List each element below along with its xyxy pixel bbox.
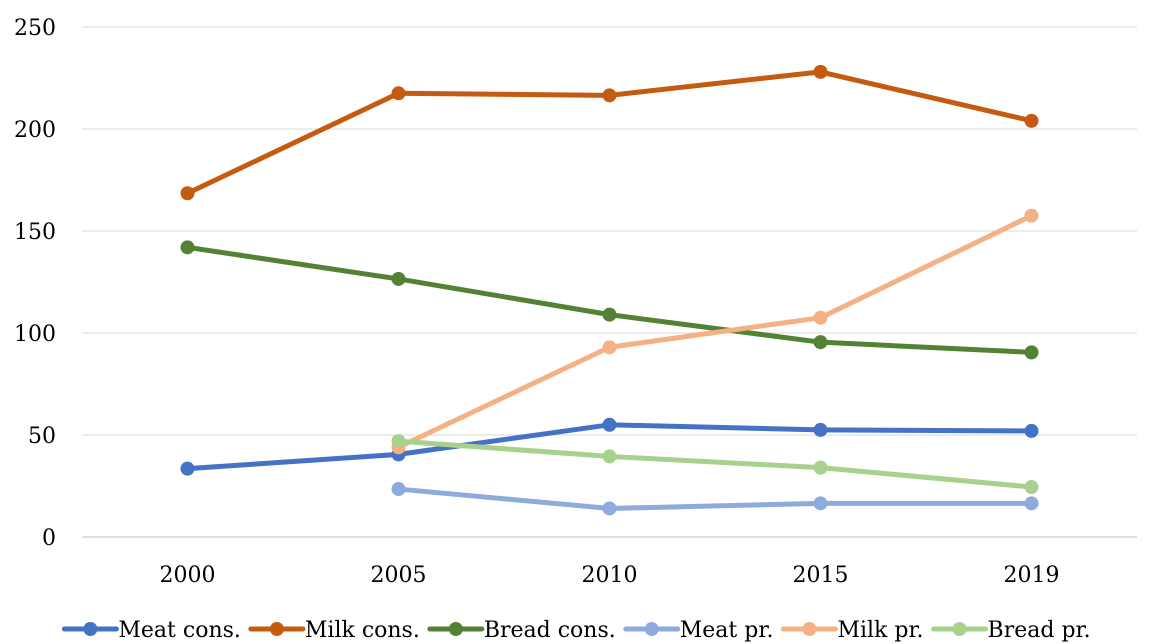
data-point-meat-cons: [1024, 423, 1039, 438]
y-tick-label: 50: [28, 424, 56, 449]
legend-item-bread-pr: Bread pr.: [931, 618, 1091, 643]
data-point-milk-pr: [602, 340, 617, 355]
series-meat-pr: [391, 482, 1039, 516]
data-point-milk-pr: [1024, 208, 1039, 223]
y-tick-label: 100: [14, 322, 56, 347]
data-point-milk-cons: [180, 186, 195, 201]
series-line-meat-pr: [396, 486, 1034, 511]
y-axis-ticks: 0 50 100 150 200 250: [14, 16, 56, 551]
data-point-bread-pr: [813, 460, 828, 475]
data-point-bread-cons: [391, 271, 406, 286]
legend-swatch-marker: [802, 622, 817, 636]
series-line-bread-cons: [185, 244, 1034, 355]
y-tick-label: 150: [14, 220, 56, 245]
x-tick-label: 2000: [160, 563, 216, 588]
data-point-meat-pr: [813, 496, 828, 511]
data-point-milk-cons: [813, 64, 828, 79]
data-point-bread-cons: [1024, 345, 1039, 360]
x-axis-ticks: 2000 2005 2010 2015 2019: [160, 563, 1060, 588]
legend-label: Meat cons.: [118, 618, 241, 643]
legend-swatch-marker: [952, 622, 967, 636]
y-tick-label: 250: [14, 16, 56, 41]
legend: Meat cons. Milk cons. Bread cons. Meat pr. M…: [61, 618, 1091, 643]
series-line-bread-pr: [396, 438, 1034, 490]
series-milk-cons: [180, 64, 1039, 201]
x-tick-label: 2015: [793, 563, 849, 588]
x-tick-label: 2010: [582, 563, 638, 588]
legend-swatch-marker: [448, 622, 463, 636]
series-bread-pr: [391, 434, 1039, 495]
data-point-meat-pr: [602, 501, 617, 516]
data-point-bread-cons: [180, 240, 195, 255]
data-point-milk-cons: [602, 88, 617, 103]
data-point-milk-cons: [1024, 113, 1039, 128]
data-point-milk-pr: [813, 310, 828, 325]
data-point-meat-pr: [1024, 496, 1039, 511]
legend-swatch-marker: [644, 622, 659, 636]
legend-item-bread-cons: Bread cons.: [427, 618, 616, 643]
legend-swatch-marker: [269, 622, 284, 636]
series-bread-cons: [180, 240, 1039, 360]
data-point-meat-cons: [813, 422, 828, 437]
y-tick-label: 200: [14, 118, 56, 143]
legend-item-milk-cons: Milk cons.: [248, 618, 420, 643]
legend-label: Milk cons.: [305, 618, 420, 643]
data-point-bread-cons: [813, 335, 828, 350]
series-line-milk-pr: [396, 213, 1034, 450]
legend-label: Bread pr.: [988, 618, 1091, 643]
data-point-milk-cons: [391, 86, 406, 101]
legend-item-meat-cons: Meat cons.: [61, 618, 241, 643]
legend-label: Bread cons.: [484, 618, 616, 643]
legend-item-meat-pr: Meat pr.: [623, 618, 774, 643]
data-point-bread-pr: [602, 449, 617, 464]
data-point-meat-cons: [602, 417, 617, 432]
data-point-bread-pr: [1024, 480, 1039, 495]
gridlines: [82, 26, 1137, 538]
x-tick-label: 2005: [371, 563, 427, 588]
series-milk-pr: [391, 208, 1039, 455]
series-lines: [180, 64, 1039, 516]
data-point-meat-cons: [180, 461, 195, 476]
legend-label: Meat pr.: [680, 618, 774, 643]
data-point-bread-cons: [602, 307, 617, 322]
data-point-meat-pr: [391, 482, 406, 497]
y-tick-label: 0: [42, 526, 56, 551]
series-meat-cons: [180, 417, 1039, 476]
legend-item-milk-pr: Milk pr.: [780, 618, 924, 643]
legend-label: Milk pr.: [837, 618, 923, 643]
legend-swatch-marker: [83, 622, 98, 636]
data-point-bread-pr: [391, 434, 406, 449]
x-tick-label: 2019: [1004, 563, 1060, 588]
